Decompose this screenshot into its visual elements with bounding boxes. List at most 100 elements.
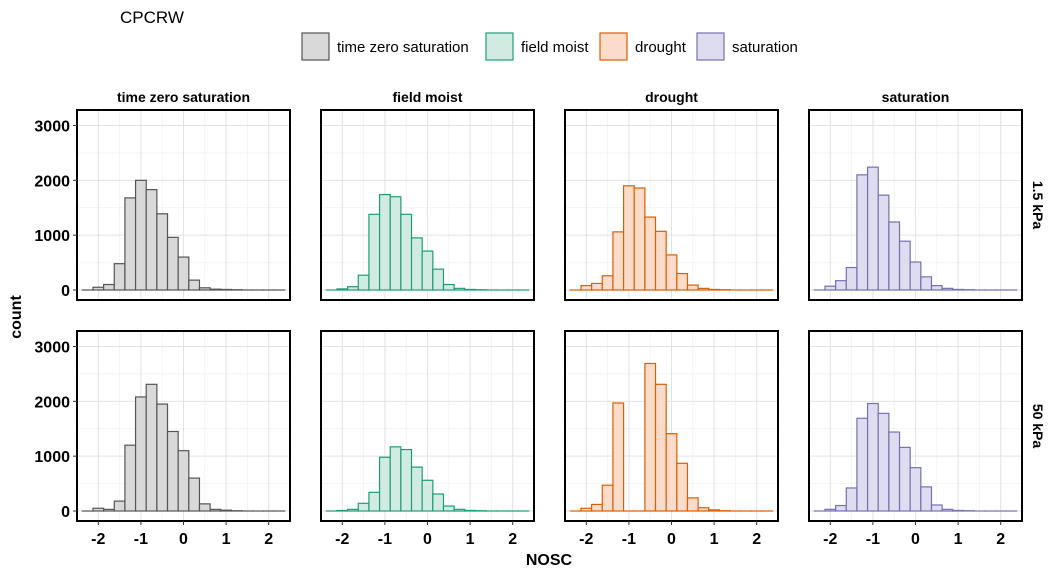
panel-50-kpa-saturation — [808, 330, 1023, 522]
histogram-bar — [336, 509, 349, 512]
x-tick-label: 1 — [710, 531, 719, 548]
histogram-bar — [898, 240, 911, 291]
histogram-bar — [432, 268, 445, 291]
histogram-bar — [898, 446, 911, 512]
histogram-bar — [357, 274, 370, 291]
histogram-bar — [124, 197, 137, 291]
histogram-bar — [378, 456, 391, 512]
x-tick-label: 1 — [466, 531, 475, 548]
x-tick-label: -2 — [335, 531, 349, 548]
histogram-bars — [813, 166, 1018, 291]
x-tick-label: 0 — [911, 531, 920, 548]
histogram-bar — [708, 509, 721, 512]
x-tick-label: -1 — [622, 531, 636, 548]
histogram-bar — [134, 179, 147, 291]
panel-border — [808, 109, 1023, 301]
x-tick-label: 1 — [222, 531, 231, 548]
histogram-bar — [888, 221, 901, 291]
facet-strips: time zero saturation field moist drought sa… — [117, 89, 1046, 448]
histogram-bar — [421, 479, 434, 512]
panel-50-kpa-drought — [564, 330, 779, 522]
histogram-bar — [622, 185, 635, 291]
histogram-bars — [81, 383, 286, 512]
x-tick-label: 2 — [264, 531, 273, 548]
histogram-bar — [400, 448, 413, 512]
histogram-bar — [209, 508, 222, 512]
x-tick-label: 1 — [954, 531, 963, 548]
x-tick-label: 2 — [508, 531, 517, 548]
column-strip-label-drought: drought — [645, 89, 698, 105]
x-tick-label: 0 — [179, 531, 188, 548]
histogram-bar — [909, 467, 922, 512]
histogram-bar — [209, 288, 222, 291]
x-tick-label: -1 — [134, 531, 148, 548]
row-strip-label-1-5-kpa: 1.5 kPa — [1030, 181, 1046, 229]
histogram-bar — [453, 287, 466, 291]
x-tick-label: -2 — [91, 531, 105, 548]
histogram-bars — [325, 193, 530, 291]
legend-item-time-zero-saturation: time zero saturation — [301, 32, 469, 61]
panel-border — [320, 109, 535, 301]
chart-title: CPCRW — [120, 8, 184, 27]
histogram-bar — [220, 509, 233, 512]
histogram-bar — [92, 507, 105, 512]
histogram-bar — [877, 194, 890, 291]
histogram-bar — [888, 431, 901, 512]
histogram-bar — [644, 362, 657, 512]
histogram-bar — [930, 504, 943, 512]
x-tick-label: 0 — [423, 531, 432, 548]
facet-panels — [76, 109, 1023, 522]
histogram-bar — [845, 266, 858, 291]
histogram-bar — [601, 484, 614, 512]
histogram-bar — [654, 230, 667, 291]
histogram-bar — [113, 263, 126, 291]
histogram-bar — [920, 486, 933, 512]
legend-swatch-saturation — [696, 32, 725, 61]
histogram-bar — [389, 446, 402, 512]
histogram-bars — [569, 185, 774, 291]
histogram-bar — [410, 237, 423, 291]
histogram-bar — [442, 283, 455, 291]
histogram-bar — [357, 502, 370, 512]
histogram-bar — [612, 231, 625, 291]
x-tick-label: -2 — [579, 531, 593, 548]
row-strip-label-50-kpa: 50 kPa — [1030, 404, 1046, 449]
legend-item-field-moist: field moist — [485, 32, 589, 61]
histogram-bar — [845, 487, 858, 512]
panel-50-kpa-time-zero-saturation — [76, 330, 291, 522]
histogram-bar — [389, 196, 402, 291]
histogram-bar — [145, 189, 158, 291]
histogram-bar — [103, 508, 115, 512]
x-tick-label: -1 — [378, 531, 392, 548]
y-tick-label: 1000 — [34, 228, 70, 245]
histogram-bars — [569, 362, 774, 512]
legend-swatch-time-zero-saturation — [301, 32, 330, 61]
histogram-bar — [686, 497, 699, 512]
histogram-bar — [824, 508, 837, 512]
histogram-bar — [708, 288, 721, 291]
histogram-bars — [325, 446, 530, 512]
x-tick-label: 2 — [996, 531, 1005, 548]
legend-label-drought: drought — [635, 39, 687, 56]
histogram-bar — [124, 444, 137, 512]
histogram-bar — [877, 412, 890, 512]
panel-1-5-kpa-time-zero-saturation — [76, 109, 291, 301]
histogram-bar — [835, 504, 847, 512]
x-tick-label: -2 — [823, 531, 837, 548]
histogram-bar — [591, 282, 603, 291]
histogram-bar — [400, 213, 413, 291]
histogram-bar — [145, 383, 158, 512]
histogram-bar — [347, 286, 359, 291]
histogram-bar — [686, 284, 699, 291]
column-strip-label-field-moist: field moist — [392, 89, 462, 105]
histogram-bar — [909, 261, 922, 291]
histogram-bar — [697, 507, 710, 512]
histogram-bar — [166, 430, 179, 512]
panel-50-kpa-field-moist — [320, 330, 535, 522]
histogram-bar — [198, 503, 211, 512]
legend-label-saturation: saturation — [732, 39, 798, 56]
histogram-bar — [368, 213, 381, 291]
column-strip-label-saturation: saturation — [882, 89, 950, 105]
y-tick-label: 3000 — [34, 339, 70, 356]
